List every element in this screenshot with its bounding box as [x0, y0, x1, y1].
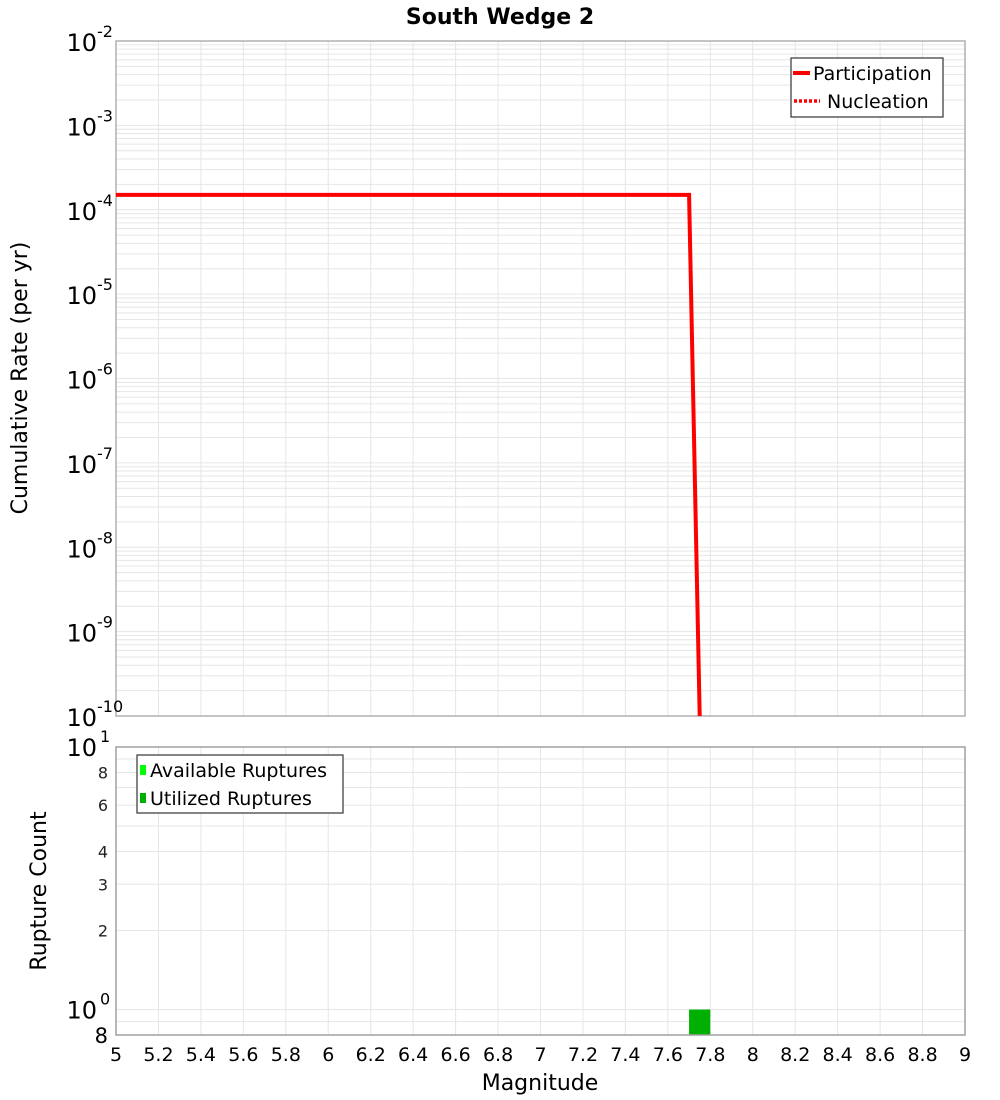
bottom-bars [689, 1010, 710, 1035]
utilized-legend-swatch [140, 793, 146, 803]
x-tick-label: 7 [534, 1044, 546, 1066]
y-tick-label: 8 [98, 763, 108, 782]
x-tick-label: 5.6 [228, 1044, 258, 1066]
x-axis-label: Magnitude [482, 1071, 599, 1096]
y-tick-label: 10 [66, 282, 97, 310]
y-tick-label: 8 [95, 1024, 108, 1048]
x-tick-label: 5 [110, 1044, 122, 1066]
y-tick-exponent: -5 [97, 275, 113, 294]
x-tick-label: 6.8 [483, 1044, 513, 1066]
x-tick-label: 7.2 [568, 1044, 598, 1066]
x-tick-label: 8.8 [907, 1044, 937, 1066]
y-tick-label: 10 [66, 535, 97, 563]
figure: South Wedge 2 10-210-310-410-510-610-710… [0, 0, 1000, 1100]
legend-nucleation: Nucleation [827, 91, 929, 113]
y-tick-exponent: -6 [97, 360, 113, 379]
y-tick-label: 10 [66, 29, 97, 57]
x-tick-label: 7.4 [610, 1044, 640, 1066]
x-axis-ticks: 5 5.2 5.4 5.6 5.8 6 6.2 6.4 6.6 6.8 7 7.2 7.4 7.6 7.8 8… [110, 1044, 971, 1066]
top-y-axis-label: Cumulative Rate (per yr) [8, 242, 33, 515]
y-tick-exponent: -4 [97, 191, 113, 210]
y-tick-exponent: -10 [97, 697, 123, 716]
y-tick-exponent: 1 [100, 727, 110, 746]
x-tick-label: 5.4 [186, 1044, 216, 1066]
x-tick-label: 9 [959, 1044, 971, 1066]
x-tick-label: 7.8 [695, 1044, 725, 1066]
y-tick-label: 3 [98, 875, 108, 894]
y-tick-label: 4 [98, 842, 108, 861]
chart-title: South Wedge 2 [406, 5, 594, 30]
top-grid [116, 41, 965, 716]
x-tick-label: 8.4 [823, 1044, 853, 1066]
x-tick-label: 7.6 [653, 1044, 683, 1066]
x-tick-label: 6.6 [440, 1044, 470, 1066]
y-tick-label: 10 [66, 198, 97, 226]
x-tick-label: 8.6 [865, 1044, 895, 1066]
legend-available: Available Ruptures [150, 760, 327, 782]
y-tick-label: 10 [66, 734, 97, 762]
y-tick-exponent: -8 [97, 528, 113, 547]
y-tick-label: 6 [98, 796, 108, 815]
top-legend: Participation Nucleation [791, 58, 943, 117]
y-tick-label: 10 [66, 704, 97, 732]
y-tick-label: 2 [98, 922, 108, 941]
x-tick-label: 8 [747, 1044, 759, 1066]
y-tick-label: 10 [66, 620, 97, 648]
y-tick-exponent: -9 [97, 613, 113, 632]
bottom-y-axis-ticks: 101864321008 [66, 727, 110, 1048]
utilized-rupture-bar [689, 1010, 710, 1035]
y-tick-exponent: -7 [97, 444, 113, 463]
bottom-plot: 101864321008 Rupture Count Available Rup… [27, 727, 971, 1096]
x-tick-label: 6.4 [398, 1044, 428, 1066]
y-tick-exponent: -2 [97, 22, 113, 41]
y-tick-label: 10 [66, 113, 97, 141]
x-tick-label: 6.2 [356, 1044, 386, 1066]
x-tick-label: 6 [322, 1044, 334, 1066]
top-y-axis-ticks: 10-210-310-410-510-610-710-810-910-10 [66, 22, 123, 732]
y-tick-exponent: 0 [100, 990, 110, 1009]
available-legend-swatch [140, 765, 146, 775]
y-tick-label: 10 [66, 997, 97, 1025]
y-tick-exponent: -3 [97, 106, 113, 125]
top-plot: 10-210-310-410-510-610-710-810-910-10 Cu… [8, 22, 965, 732]
bottom-y-axis-label: Rupture Count [27, 811, 52, 971]
legend-participation: Participation [813, 63, 932, 85]
y-tick-label: 10 [66, 367, 97, 395]
x-tick-label: 5.8 [271, 1044, 301, 1066]
y-tick-label: 10 [66, 451, 97, 479]
legend-utilized: Utilized Ruptures [150, 788, 312, 810]
bottom-legend: Available Ruptures Utilized Ruptures [137, 755, 343, 813]
x-tick-label: 5.2 [143, 1044, 173, 1066]
x-tick-label: 8.2 [780, 1044, 810, 1066]
